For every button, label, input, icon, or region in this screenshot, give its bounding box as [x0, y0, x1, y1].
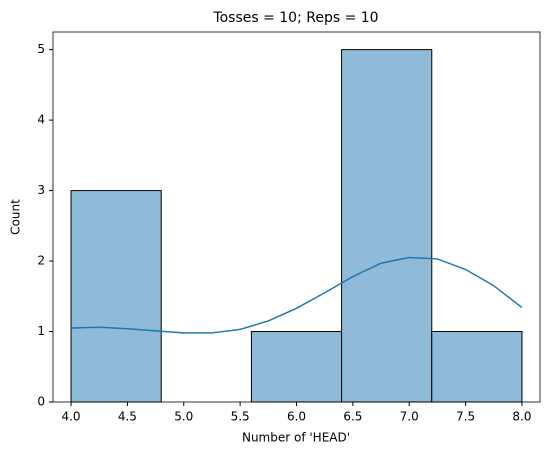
x-tick-label: 6.5: [343, 410, 362, 424]
x-tick-label: 4.5: [118, 410, 137, 424]
bar: [70, 190, 162, 403]
x-tick-label: 5.0: [174, 410, 193, 424]
x-tick-label: 5.5: [231, 410, 250, 424]
x-axis-label: Number of 'HEAD': [242, 431, 350, 445]
x-tick-label: 8.0: [512, 410, 531, 424]
y-tick-label: 0: [37, 395, 45, 409]
x-tick-label: 4.0: [61, 410, 80, 424]
bar: [431, 331, 523, 403]
y-tick-label: 4: [37, 113, 45, 127]
kde-line: [71, 256, 523, 334]
y-tick-label: 1: [37, 324, 45, 338]
bar: [250, 331, 343, 403]
y-tick-label: 2: [37, 254, 45, 268]
chart-title: Tosses = 10; Reps = 10: [212, 10, 378, 26]
x-tick-label: 7.0: [400, 410, 419, 424]
x-tick-label: 6.0: [287, 410, 306, 424]
x-tick-label: 7.5: [456, 410, 475, 424]
y-axis-label: Count: [9, 199, 23, 235]
y-tick-label: 5: [37, 42, 45, 56]
y-tick-label: 3: [37, 183, 45, 197]
bar: [341, 49, 433, 403]
